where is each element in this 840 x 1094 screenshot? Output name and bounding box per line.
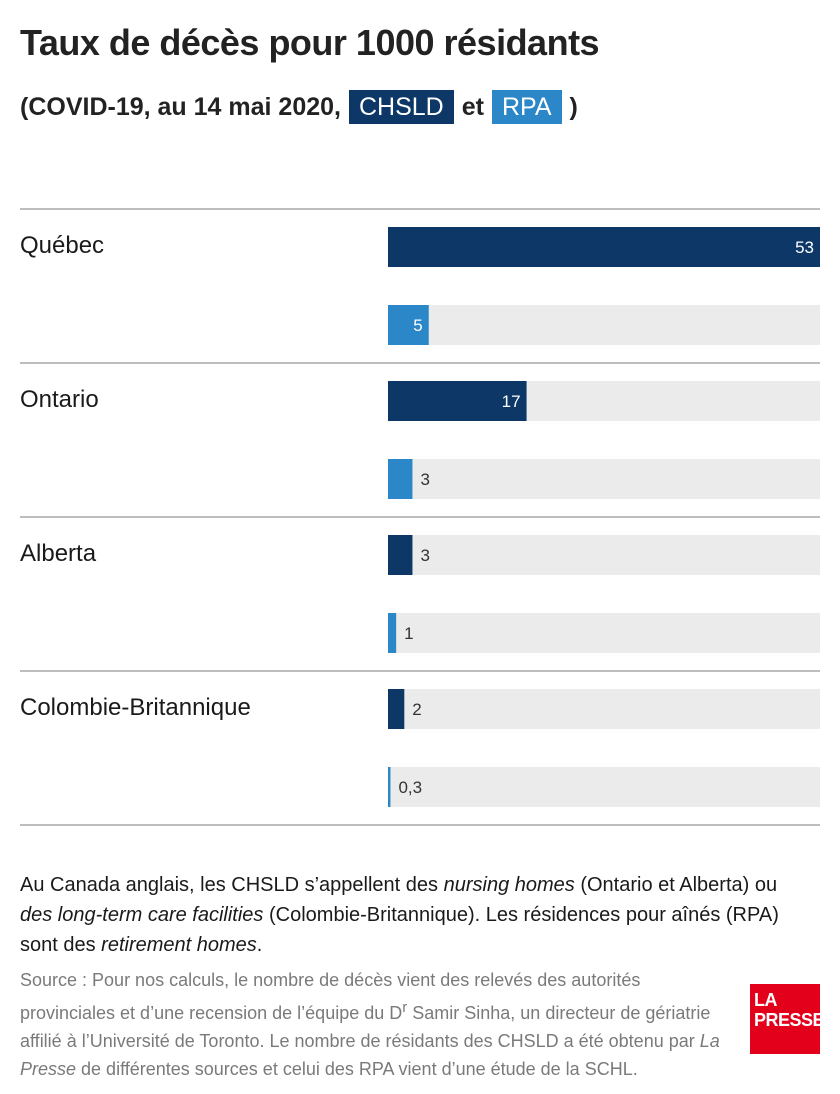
bar-track-rpa-ontario	[388, 459, 820, 499]
note-text-1: Au Canada anglais, les CHSLD s’appellent…	[20, 874, 444, 896]
bar-track-rpa-alberta	[388, 613, 820, 653]
bar-track-rpa-quebec	[388, 305, 820, 345]
chart-title: Taux de décès pour 1000 résidants	[20, 22, 600, 63]
note-text-2: (Ontario et Alberta) ou	[574, 874, 778, 896]
note-em-3: retirement homes	[101, 934, 257, 956]
source-em: La Presse	[20, 1031, 720, 1079]
value-label-chsld-quebec: 53	[795, 238, 814, 257]
value-label-rpa-colombie-britannique: 0,3	[398, 778, 422, 797]
bar-chsld-quebec	[388, 227, 820, 267]
value-label-chsld-ontario: 17	[502, 392, 521, 411]
bar-rpa-colombie-britannique	[388, 767, 391, 807]
bar-rpa-quebec	[388, 305, 429, 345]
chart-subtitle: (COVID-19, au 14 mai 2020, CHSLD et RPA …	[20, 90, 578, 124]
category-label-ontario: Ontario	[20, 386, 99, 413]
note-text-3: (Colombie-Britannique). Les résidences p…	[20, 904, 779, 956]
bar-rpa-ontario	[388, 459, 413, 499]
value-label-rpa-ontario: 3	[420, 470, 429, 489]
source-note: Source : Pour nos calculs, le nombre de …	[20, 966, 732, 1083]
bar-track-chsld-colombie-britannique	[388, 689, 820, 729]
legend-rpa-chip: RPA	[491, 90, 562, 124]
value-label-rpa-alberta: 1	[404, 624, 413, 643]
category-label-quebec: Québec	[20, 232, 104, 259]
value-label-chsld-colombie-britannique: 2	[412, 700, 421, 719]
subtitle-prefix: (COVID-19, au 14 mai 2020,	[20, 92, 341, 121]
bar-track-chsld-alberta	[388, 535, 820, 575]
category-label-alberta: Alberta	[20, 540, 97, 567]
la-presse-logo: LA PRESSE	[750, 984, 825, 1054]
logo-line-2: PRESSE	[754, 1010, 825, 1030]
bar-rpa-alberta	[388, 613, 397, 653]
subtitle-suffix: )	[569, 92, 578, 121]
source-text-3: de différentes sources et celui des RPA …	[76, 1059, 638, 1079]
source-text-2: Samir Sinha, un directeur de gériatrie a…	[20, 1003, 711, 1051]
bar-chart: Québec 53 5 Ontario 17 3 Alberta 3 1 Colombie-Bri…	[20, 208, 820, 826]
bar-track-rpa-colombie-britannique	[388, 767, 820, 807]
logo-line-1: LA	[754, 990, 778, 1010]
legend-chsld-chip: CHSLD	[348, 90, 454, 124]
subtitle-middle: et	[461, 92, 484, 121]
value-label-chsld-alberta: 3	[420, 546, 429, 565]
value-label-rpa-quebec: 5	[413, 316, 422, 335]
source-sup: r	[402, 999, 408, 1016]
category-label-colombie-britannique: Colombie-Britannique	[20, 694, 251, 721]
note-em-2: des long-term care facilities	[20, 904, 264, 926]
source-text-1: Source : Pour nos calculs, le nombre de …	[20, 970, 641, 1023]
bar-chsld-alberta	[388, 535, 413, 575]
note-em-1: nursing homes	[443, 874, 575, 896]
footnote: Au Canada anglais, les CHSLD s’appellent…	[20, 870, 810, 960]
bar-chsld-ontario	[388, 381, 527, 421]
note-text-4: .	[256, 934, 263, 956]
bar-chsld-colombie-britannique	[388, 689, 405, 729]
